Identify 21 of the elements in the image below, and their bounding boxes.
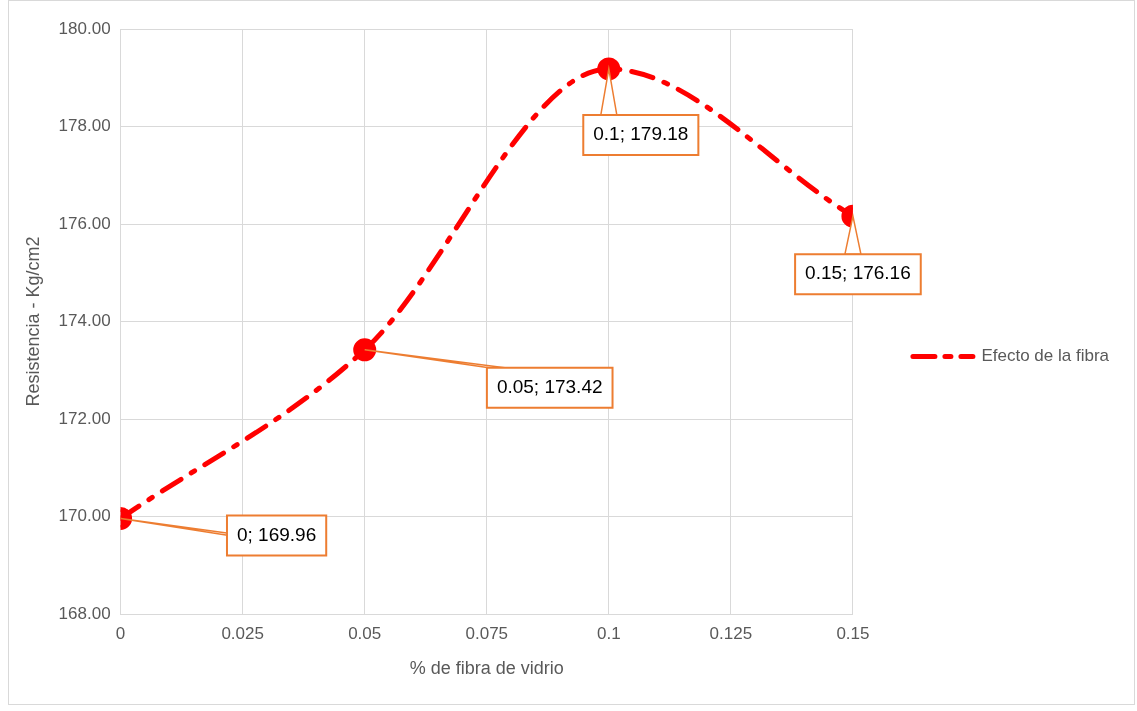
annotation: 0.15; 176.16: [805, 262, 911, 284]
y-tick-label: 170.00: [58, 506, 111, 526]
annotation: 0.1; 179.18: [593, 123, 689, 145]
y-tick-label: 168.00: [58, 603, 111, 623]
x-tick-label: 0.05: [348, 623, 382, 643]
y-tick-label: 180.00: [58, 18, 111, 38]
y-tick-label: 178.00: [58, 116, 111, 136]
x-tick-label: 0.075: [465, 623, 509, 643]
annotation: 0.05; 173.42: [496, 376, 603, 398]
x-tick-label: 0.1: [597, 623, 621, 643]
x-tick-label: 0: [115, 623, 126, 643]
annotation: 0; 169.96: [236, 523, 317, 545]
x-tick-label: 0.15: [836, 623, 870, 643]
x-tick-label: 0.025: [221, 623, 264, 643]
y-tick-label: 174.00: [58, 311, 111, 331]
y-axis-title: Resistencia - Kg/cm2: [22, 236, 43, 407]
legend-label: Efecto de la fibra: [981, 346, 1110, 366]
x-axis-title: % de fibra de vidrio: [409, 658, 564, 679]
y-tick-label: 172.00: [58, 408, 111, 428]
x-tick-label: 0.125: [709, 623, 753, 643]
y-tick-label: 176.00: [58, 213, 111, 233]
